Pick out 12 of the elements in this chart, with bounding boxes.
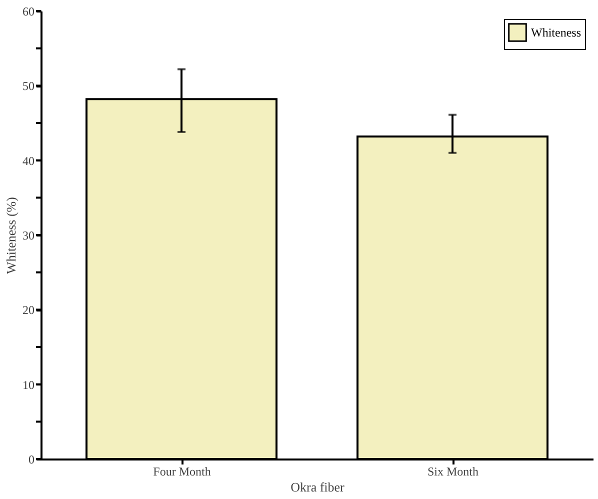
y-tick-label: 30: [22, 228, 34, 242]
y-axis-title: Whiteness (%): [4, 197, 18, 274]
y-tick-label: 40: [22, 154, 34, 168]
x-axis-title: Okra fiber: [290, 480, 346, 494]
legend-label: Whiteness: [531, 26, 582, 40]
y-tick-label: 60: [22, 4, 34, 18]
y-tick-label: 20: [22, 303, 34, 318]
x-tick-label: Four Month: [153, 464, 211, 478]
x-tick-label: Six Month: [427, 464, 479, 478]
y-tick-label: 50: [22, 79, 34, 94]
y-tick-label: 10: [22, 378, 34, 392]
y-tick-label: 0: [28, 452, 34, 466]
